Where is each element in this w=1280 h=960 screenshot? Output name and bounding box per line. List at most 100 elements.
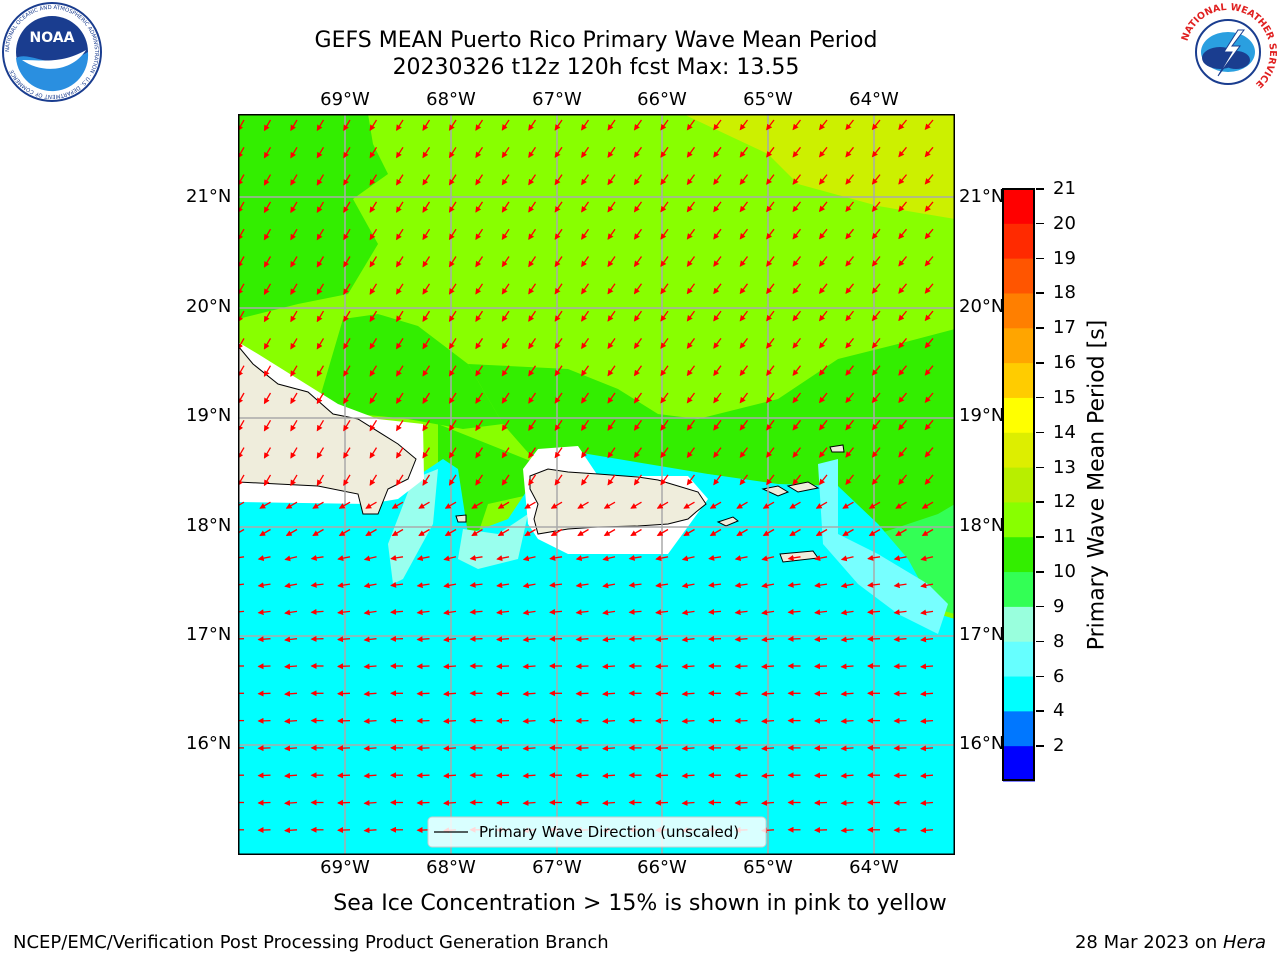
colorbar-band bbox=[1003, 676, 1035, 712]
wave-direction-arrow bbox=[522, 799, 536, 806]
wave-direction-arrow bbox=[528, 283, 537, 295]
wave-direction-arrow bbox=[633, 447, 643, 459]
wave-direction-arrow bbox=[920, 555, 934, 562]
wave-direction-arrow bbox=[630, 501, 642, 509]
wave-direction-arrow bbox=[739, 338, 749, 349]
lat-label-left: 19°N bbox=[186, 405, 232, 426]
wave-direction-arrow bbox=[681, 799, 695, 806]
wave-direction-arrow bbox=[581, 392, 590, 404]
colorbar-tick-mark bbox=[1036, 745, 1044, 747]
wave-direction-arrow bbox=[396, 310, 404, 323]
wave-direction-arrow bbox=[396, 447, 404, 459]
wave-direction-arrow bbox=[475, 392, 484, 404]
wave-direction-arrow bbox=[840, 799, 854, 806]
wave-direction-arrow bbox=[316, 228, 325, 241]
wave-direction-arrow bbox=[391, 501, 404, 509]
wave-direction-arrow bbox=[343, 256, 351, 268]
wave-direction-arrow bbox=[792, 365, 802, 376]
wave-direction-arrow bbox=[496, 609, 510, 616]
wave-direction-arrow bbox=[762, 501, 775, 509]
colorbar-band bbox=[1003, 189, 1035, 225]
wave-direction-arrow bbox=[607, 419, 616, 431]
wave-direction-arrow bbox=[789, 528, 801, 537]
wave-direction-arrow bbox=[739, 310, 749, 322]
wave-direction-arrow bbox=[920, 636, 934, 643]
wave-direction-arrow bbox=[316, 419, 325, 432]
wave-direction-arrow bbox=[686, 283, 696, 295]
wave-direction-arrow bbox=[337, 636, 351, 643]
wave-direction-arrow bbox=[893, 582, 907, 589]
wave-direction-arrow bbox=[840, 827, 854, 834]
lat-label-right: 18°N bbox=[959, 515, 1003, 536]
wave-direction-arrow bbox=[761, 609, 775, 616]
wave-direction-arrow bbox=[842, 528, 854, 537]
wave-direction-arrow bbox=[920, 799, 934, 806]
wave-direction-arrow bbox=[501, 310, 510, 322]
wave-direction-arrow bbox=[290, 256, 298, 268]
wave-direction-arrow bbox=[363, 690, 377, 697]
wave-direction-arrow bbox=[660, 174, 669, 186]
wave-direction-arrow bbox=[363, 555, 377, 562]
colorbar-tick-mark bbox=[1036, 710, 1044, 712]
wave-direction-arrow bbox=[396, 119, 404, 131]
wave-direction-arrow bbox=[739, 447, 749, 458]
wave-direction-arrow bbox=[660, 146, 669, 158]
lon-label-top: 69°W bbox=[320, 89, 370, 110]
wave-direction-arrow bbox=[761, 636, 775, 643]
wave-direction-arrow bbox=[443, 690, 457, 697]
wave-direction-arrow bbox=[581, 310, 590, 322]
wave-direction-arrow bbox=[871, 174, 881, 185]
wave-direction-arrow bbox=[290, 392, 298, 405]
lat-label-left: 17°N bbox=[186, 624, 232, 645]
wave-direction-arrow bbox=[602, 636, 616, 643]
wave-direction-arrow bbox=[871, 447, 881, 458]
wave-direction-arrow bbox=[554, 119, 563, 131]
colorbar-tick-mark bbox=[1036, 327, 1044, 329]
wave-direction-arrow bbox=[660, 283, 669, 295]
lat-label-left: 18°N bbox=[186, 515, 232, 536]
wave-direction-arrow bbox=[713, 256, 722, 267]
colorbar-tick-label: 10 bbox=[1053, 561, 1076, 583]
wave-direction-arrow bbox=[343, 474, 351, 486]
wave-direction-arrow bbox=[343, 338, 351, 350]
wave-direction-arrow bbox=[396, 338, 404, 350]
svg-text:NOAA: NOAA bbox=[30, 30, 75, 46]
wave-direction-arrow bbox=[845, 310, 855, 322]
wave-direction-arrow bbox=[845, 201, 855, 213]
wave-direction-arrow bbox=[681, 582, 695, 589]
wave-direction-arrow bbox=[868, 501, 881, 509]
wave-direction-arrow bbox=[660, 419, 669, 431]
wave-direction-arrow bbox=[396, 146, 404, 159]
chart-subtitle: 20230326 t12z 120h fcst Max: 13.55 bbox=[392, 55, 800, 80]
wave-direction-arrow bbox=[369, 419, 378, 432]
wave-direction-arrow bbox=[524, 528, 536, 537]
wave-direction-arrow bbox=[920, 609, 934, 616]
wave-direction-arrow bbox=[443, 772, 457, 779]
wave-direction-arrow bbox=[845, 119, 855, 131]
colorbar-band bbox=[1003, 537, 1035, 573]
colorbar-label: Primary Wave Mean Period [s] bbox=[1084, 319, 1110, 651]
wave-direction-arrow bbox=[422, 256, 431, 268]
wave-direction-arrow bbox=[681, 663, 695, 670]
wave-direction-arrow bbox=[792, 419, 802, 431]
wave-direction-arrow bbox=[871, 119, 881, 131]
wave-direction-arrow bbox=[263, 392, 272, 405]
wave-direction-arrow bbox=[469, 554, 483, 561]
wave-direction-arrow bbox=[681, 555, 695, 562]
wave-direction-arrow bbox=[422, 392, 431, 404]
wave-direction-arrow bbox=[501, 228, 510, 241]
wave-direction-arrow bbox=[369, 338, 378, 350]
wave-direction-arrow bbox=[263, 310, 272, 323]
wave-direction-arrow bbox=[762, 528, 775, 537]
colorbar-tick-mark bbox=[1036, 188, 1044, 190]
lat-label-left: 20°N bbox=[186, 296, 232, 317]
wave-direction-arrow bbox=[787, 554, 801, 561]
wave-direction-arrow bbox=[840, 718, 854, 725]
wave-direction-arrow bbox=[845, 256, 855, 267]
wave-direction-arrow bbox=[607, 338, 616, 350]
colorbar-tick-label: 4 bbox=[1053, 700, 1065, 722]
wave-direction-arrow bbox=[871, 392, 881, 404]
national-weather-service-logo: NATIONAL WEATHER SERVICE bbox=[1180, 2, 1278, 100]
colorbar-band bbox=[1003, 363, 1035, 399]
lon-label-top: 64°W bbox=[849, 89, 899, 110]
